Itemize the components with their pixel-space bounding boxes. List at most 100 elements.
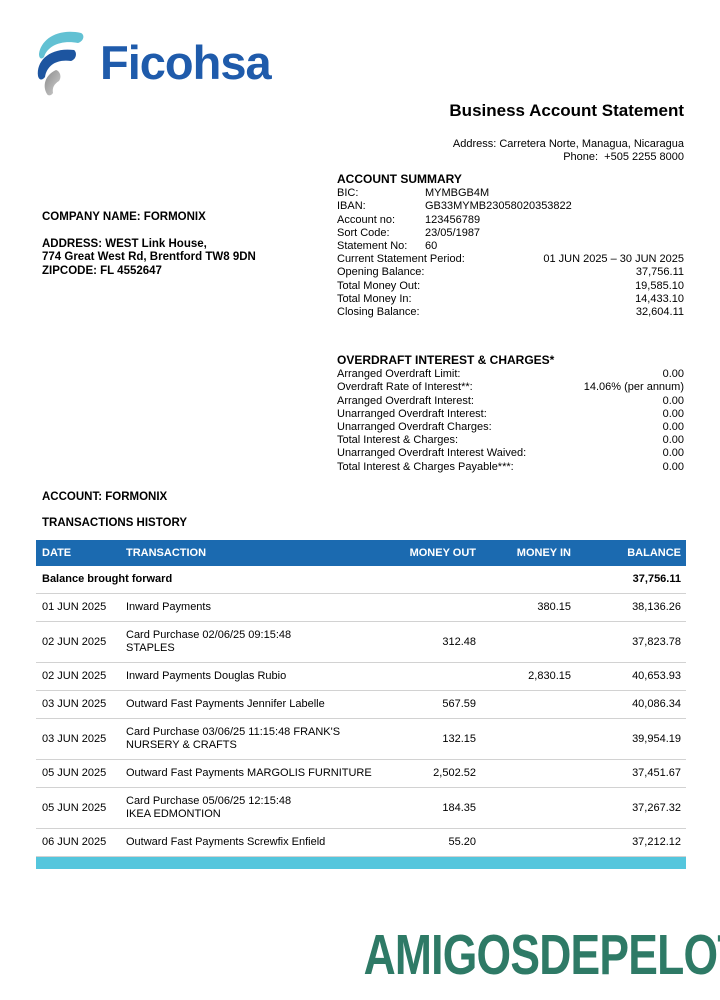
value: 14.06% (per annum) (583, 381, 684, 394)
table-header-row: DATE TRANSACTION MONEY OUT MONEY IN BALA… (36, 540, 686, 566)
transaction-money-out: 2,502.52 (433, 767, 476, 779)
summary-row-total-money-out: Total Money Out: 19,585.10 (337, 280, 684, 293)
footer-site-name: AMIGOSDEPELOTAS (363, 923, 720, 987)
transaction-description: Inward Payments Douglas Rubio (126, 670, 287, 682)
label: Unarranged Overdraft Charges: (337, 421, 492, 434)
transaction-date: 02 JUN 2025 (42, 635, 107, 648)
label: Arranged Overdraft Limit: (337, 368, 461, 381)
label: IBAN: (337, 200, 366, 213)
label: Unarranged Overdraft Interest Waived: (337, 447, 527, 460)
transaction-description: Inward Payments (126, 601, 211, 613)
value: 0.00 (662, 460, 684, 473)
transaction-money-out: 55.20 (448, 836, 476, 848)
account-summary-heading: ACCOUNT SUMMARY (337, 172, 462, 186)
value: 123456789 (425, 213, 481, 226)
transaction-money-out: 567.59 (442, 698, 476, 710)
value: 01 JUN 2025 – 30 JUN 2025 (543, 253, 684, 266)
value: 37,756.11 (635, 266, 684, 279)
transaction-balance: 40,086.34 (632, 698, 681, 710)
value: 0.00 (662, 368, 684, 381)
summary-row-period: Current Statement Period: 01 JUN 2025 – … (337, 253, 684, 266)
value: 0.00 (662, 447, 684, 460)
label: Unarranged Overdraft Interest: (337, 407, 487, 420)
transaction-balance: 37,823.78 (632, 635, 681, 648)
summary-row-account-no: Account no: 123456789 (337, 214, 684, 227)
transaction-money-in (481, 732, 576, 746)
overdraft-row: Unarranged Overdraft Interest Waived: 0.… (337, 447, 684, 460)
account-summary-section: ACCOUNT SUMMARY BIC: MYMBGB4M IBAN: GB33… (337, 172, 684, 319)
label: Total Money In: (337, 292, 412, 305)
summary-row-closing-balance: Closing Balance: 32,604.11 (337, 306, 684, 319)
label: BIC: (337, 187, 359, 200)
label: Opening Balance: (337, 266, 425, 279)
spacer (42, 225, 332, 238)
transaction-money-out: 132.15 (442, 732, 476, 745)
label: Account no: (337, 213, 396, 226)
summary-row-statement-no: Statement No: 60 (337, 240, 684, 253)
transaction-row: 03 JUN 2025 Outward Fast Payments Jennif… (36, 691, 686, 719)
value: 14,433.10 (635, 292, 684, 305)
summary-row-iban: IBAN: GB33MYMB23058020353822 (337, 200, 684, 213)
value: 32,604.11 (635, 306, 684, 319)
transaction-money-in (481, 635, 576, 649)
transaction-money-out: 184.35 (442, 801, 476, 814)
company-info-block: COMPANY NAME: FORMONIX ADDRESS: WEST Lin… (42, 211, 332, 278)
ficohsa-swirl-icon (30, 24, 92, 101)
value: GB33MYMB23058020353822 (425, 200, 572, 213)
transaction-date: 05 JUN 2025 (42, 801, 107, 814)
transaction-description: Outward Fast Payments Jennifer Labelle (126, 698, 325, 710)
label: Overdraft Rate of Interest**: (337, 381, 473, 394)
overdraft-row: Overdraft Rate of Interest**: 14.06% (pe… (337, 381, 684, 394)
overdraft-row: Arranged Overdraft Limit: 0.00 (337, 368, 684, 381)
transaction-money-in (481, 836, 576, 850)
transaction-balance: 37,451.67 (632, 767, 681, 779)
transaction-description: Card Purchase 02/06/25 09:15:48 STAPLES (126, 629, 292, 654)
bbf-label: Balance brought forward (42, 573, 173, 585)
bank-contact-block: Address: Carretera Norte, Managua, Nicar… (453, 138, 684, 164)
bank-phone: Phone: +505 2255 8000 (563, 151, 684, 163)
column-header-transaction: TRANSACTION (126, 546, 207, 559)
column-header-date: DATE (42, 546, 72, 559)
label: Total Money Out: (337, 279, 421, 292)
transaction-balance: 40,653.93 (632, 670, 681, 682)
transaction-balance: 39,954.19 (632, 732, 681, 745)
transaction-row: 03 JUN 2025 Card Purchase 03/06/25 11:15… (36, 719, 686, 760)
overdraft-row: Unarranged Overdraft Charges: 0.00 (337, 421, 684, 434)
transaction-balance: 37,267.32 (632, 801, 681, 814)
transaction-balance: 37,212.12 (632, 836, 681, 848)
transaction-description: Card Purchase 03/06/25 11:15:48 FRANK'S … (126, 726, 341, 751)
label: Total Interest & Charges: (337, 434, 459, 447)
transaction-row: 02 JUN 2025 Card Purchase 02/06/25 09:15… (36, 622, 686, 663)
transaction-money-in: 380.15 (537, 601, 571, 613)
label: Statement No: (337, 240, 408, 253)
transaction-balance: 38,136.26 (632, 601, 681, 613)
transaction-money-in (481, 767, 576, 781)
transaction-date: 03 JUN 2025 (42, 698, 107, 710)
overdraft-row: Total Interest & Charges Payable***: 0.0… (337, 461, 684, 474)
transaction-row: 01 JUN 2025 Inward Payments 380.15 38,13… (36, 594, 686, 622)
transaction-date: 03 JUN 2025 (42, 732, 107, 745)
transaction-date: 01 JUN 2025 (42, 601, 107, 613)
value: 0.00 (662, 407, 684, 420)
footer-watermark: AMIGOSDEPELOTAS.COM (286, 922, 720, 988)
transaction-row: 05 JUN 2025 Outward Fast Payments MARGOL… (36, 760, 686, 788)
transaction-date: 06 JUN 2025 (42, 836, 107, 848)
transaction-row: 05 JUN 2025 Card Purchase 05/06/25 12:15… (36, 788, 686, 829)
label: Sort Code: (337, 226, 390, 239)
transaction-date: 05 JUN 2025 (42, 767, 107, 779)
transaction-money-in (481, 698, 576, 712)
value: 19,585.10 (635, 279, 684, 292)
transaction-money-out (381, 670, 481, 684)
balance-brought-forward-row: Balance brought forward 37,756.11 (36, 566, 686, 594)
column-header-money-in: MONEY IN (516, 546, 571, 559)
bbf-balance: 37,756.11 (632, 573, 681, 585)
summary-row-opening-balance: Opening Balance: 37,756.11 (337, 266, 684, 279)
transaction-description: Outward Fast Payments MARGOLIS FURNITURE (126, 767, 372, 779)
value: 0.00 (662, 421, 684, 434)
brand-logo: Ficohsa (30, 24, 272, 101)
summary-row-total-money-in: Total Money In: 14,433.10 (337, 293, 684, 306)
company-address-line1: ADDRESS: WEST Link House, (42, 237, 207, 250)
transactions-table: DATE TRANSACTION MONEY OUT MONEY IN BALA… (36, 540, 686, 869)
page-title: Business Account Statement (449, 101, 684, 120)
table-bottom-accent-bar (36, 857, 686, 869)
